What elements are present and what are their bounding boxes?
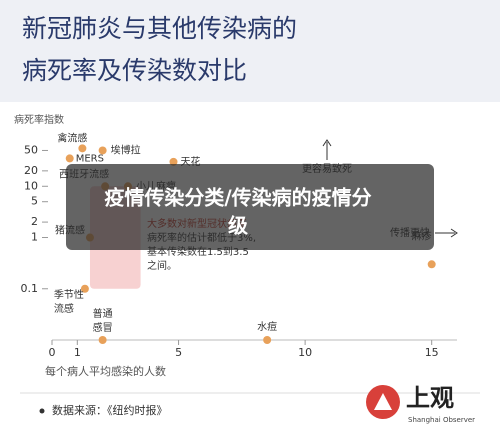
x-axis-label: 每个病人平均感染的人数 xyxy=(45,364,166,378)
point xyxy=(169,157,178,166)
point-label: 普通 xyxy=(93,307,113,320)
source: 数据来源：《纽约时报》 xyxy=(52,403,168,417)
point-label: 水痘 xyxy=(257,320,277,333)
x-tick-label: 5 xyxy=(175,346,182,359)
point xyxy=(98,336,107,344)
y-axis-label: 病死率指数 xyxy=(14,113,64,126)
banner-bg xyxy=(66,164,434,250)
point xyxy=(427,260,436,269)
note-text: 之间。 xyxy=(147,259,177,272)
logo-sub: Shanghai Observer xyxy=(408,416,475,424)
banner-text: 级 xyxy=(228,214,248,238)
point-label: 禽流感 xyxy=(57,131,87,144)
y-tick-label: 10 xyxy=(24,179,38,192)
logo: 上观 xyxy=(406,384,454,412)
y-tick-label: 2 xyxy=(31,215,38,228)
point xyxy=(263,336,272,344)
point-label: 流感 xyxy=(54,302,74,315)
x-tick-label: 0 xyxy=(49,346,56,359)
point xyxy=(78,144,87,153)
banner-text: 疫情传染分类/传染病的疫情分 xyxy=(104,186,371,210)
y-tick-label: 20 xyxy=(24,164,38,177)
title-line: 新冠肺炎与其他传染病的 xyxy=(22,14,297,43)
header-bg xyxy=(0,0,500,102)
y-tick-label: 1 xyxy=(31,231,38,244)
point-label: 埃博拉 xyxy=(111,143,141,156)
x-tick-label: 15 xyxy=(425,346,439,359)
bullet xyxy=(39,408,45,414)
logo-glyph xyxy=(374,393,392,410)
y-tick-label: 0.1 xyxy=(21,282,39,295)
y-tick-label: 5 xyxy=(31,195,38,208)
point xyxy=(80,284,89,293)
y-tick-label: 50 xyxy=(24,143,38,156)
arrow-head xyxy=(450,228,458,238)
point xyxy=(98,146,107,155)
x-tick-label: 1 xyxy=(74,346,81,359)
point-label: MERS xyxy=(76,153,104,164)
title-line: 病死率及传染数对比 xyxy=(22,56,247,85)
point-label: 季节性 xyxy=(54,288,84,301)
arrow-head xyxy=(322,139,332,147)
x-tick-label: 10 xyxy=(298,346,312,359)
point xyxy=(65,154,74,163)
point-label: 感冒 xyxy=(93,321,113,334)
